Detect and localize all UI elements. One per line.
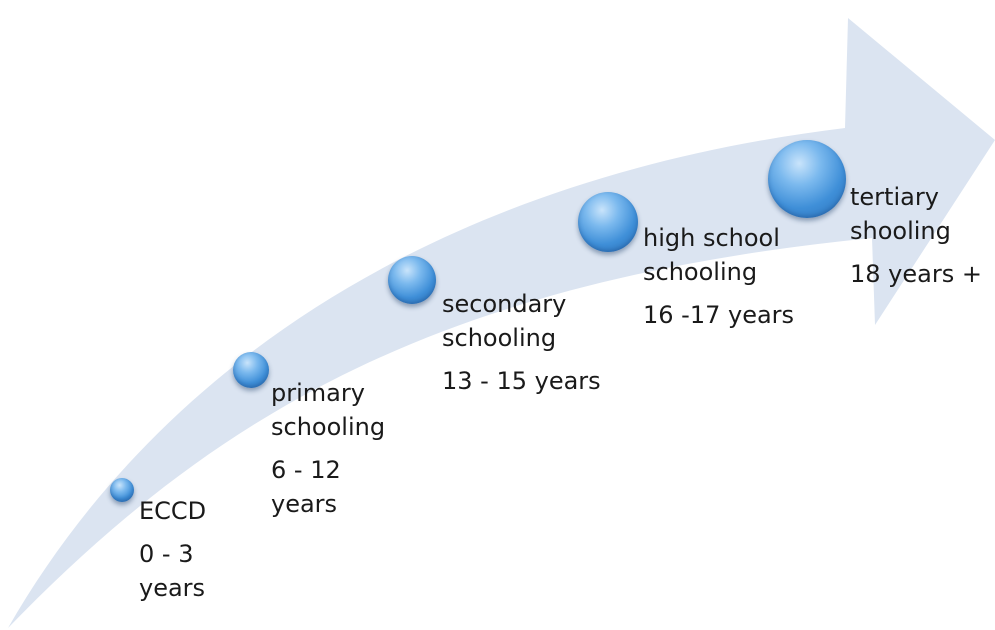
stage-age: 13 - 15 years <box>442 367 601 395</box>
stage-name: secondary schooling <box>442 290 567 352</box>
stage-bubble <box>233 352 269 388</box>
stage-label: high school schooling 16 -17 years <box>643 221 794 332</box>
stage-label: ECCD 0 - 3 years <box>139 494 206 605</box>
stage-name: high school schooling <box>643 224 780 286</box>
stage-name: tertiary shooling <box>850 183 951 245</box>
stage-bubble <box>768 140 846 218</box>
stage-name: ECCD <box>139 497 207 525</box>
stage-label: tertiary shooling 18 years + <box>850 180 982 291</box>
stage-bubble <box>388 256 436 304</box>
stage-bubble <box>578 192 638 252</box>
stage-age: 18 years + <box>850 260 982 288</box>
stage-age: 0 - 3 years <box>139 540 206 602</box>
curved-arrow-shape <box>8 18 995 628</box>
stage-age: 6 - 12 years <box>271 456 341 518</box>
stage-label: primary schooling 6 - 12 years <box>271 376 385 521</box>
stage-age: 16 -17 years <box>643 301 795 329</box>
stage-name: primary schooling <box>271 379 386 441</box>
stage-bubble <box>110 478 134 502</box>
stage-label: secondary schooling 13 - 15 years <box>442 287 601 398</box>
